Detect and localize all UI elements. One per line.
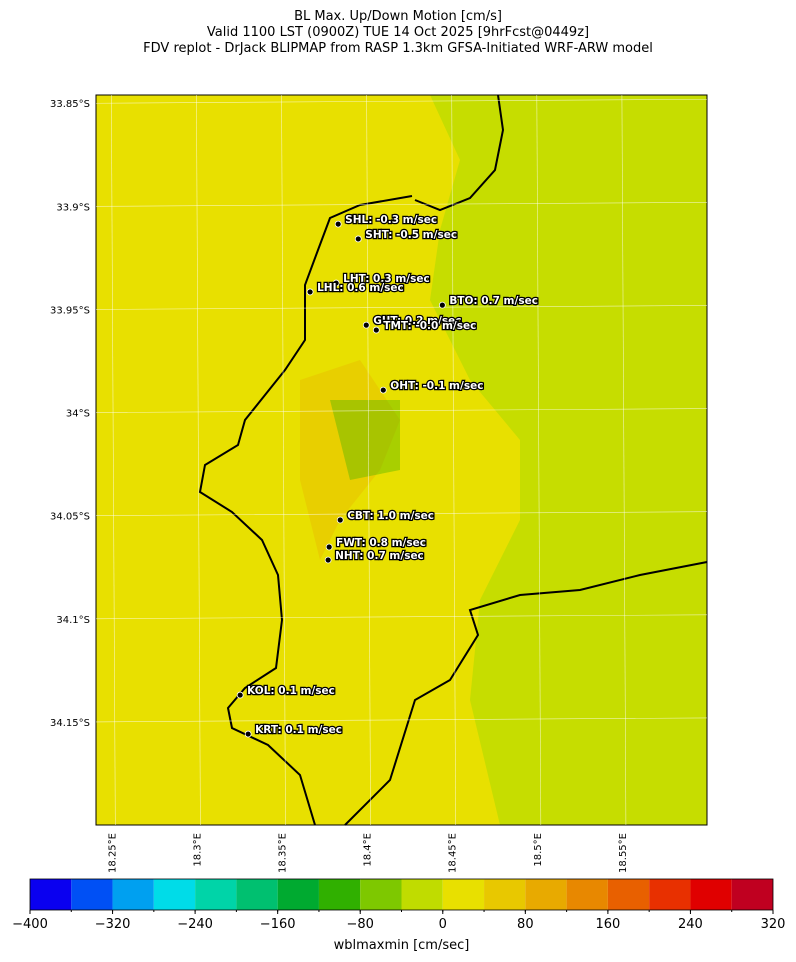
colorbar-tick-label: 320 [761,917,786,932]
graticule [536,94,542,826]
colorbar-cell [690,879,732,910]
station-dot [325,543,333,551]
station-dot [244,730,252,738]
station-label: GUT: 0.2 m/sec [373,315,461,327]
lat-label: 34.1°S [56,615,90,626]
station-label: FWT: 0.8 m/sec [336,537,426,549]
colorbar-cell [566,879,608,910]
map-area [95,94,708,826]
lat-label: 34°S [66,409,90,420]
station-dot [438,301,446,309]
colorbar-tick-label: −240 [177,917,213,932]
colorbar-cell [484,879,526,910]
graticule [95,408,708,413]
lon-label: 18.55°E [618,833,629,873]
graticule [366,94,371,826]
map-frame [95,94,708,826]
coastline [344,561,708,826]
lat-label: 34.15°S [50,718,90,729]
colorbar-cell [360,879,402,910]
colorbar-cell [607,879,650,910]
graticule [95,98,708,104]
lat-label: 33.85°S [50,99,90,110]
title-line: FDV replot - DrJack BLIPMAP from RASP 1.… [143,41,653,56]
colorbar-tick-label: −400 [12,917,48,932]
title-line: BL Max. Up/Down Motion [cm/s] [294,9,502,24]
station-label: NHT: 0.7 m/sec [335,550,424,562]
graticule [111,94,116,826]
colorbar-cell [195,879,237,910]
colorbar-tick-label: −80 [347,917,374,932]
colorbar-label: wblmaxmin [cm/sec] [334,938,470,953]
colorbar-tick-label: 0 [439,917,447,932]
title-line: Valid 1100 LST (0900Z) TUE 14 Oct 2025 [… [207,25,589,40]
colorbar-cell [236,879,278,910]
graticule [451,94,457,826]
colorbar-tick-label: 240 [678,917,703,932]
colorbar-tick-label: 80 [517,917,534,932]
station-dot [324,556,332,564]
colorbar-cell [153,879,196,910]
coastline [414,94,505,212]
station-dot [332,279,340,287]
graticule [95,614,708,620]
graticule [621,94,627,826]
lat-label: 33.9°S [56,202,90,213]
station-dot [354,235,362,243]
colorbar-cell [401,879,443,910]
coastline [198,195,413,826]
colorbar-tick-label: 160 [595,917,620,932]
lon-label: 18.3°E [192,833,203,867]
station-label: KRT: 0.1 m/sec [255,724,342,736]
lon-label: 18.35°E [278,833,289,873]
colorbar-cell [525,879,567,910]
field-patch [330,400,400,480]
lon-label: 18.5°E [533,833,544,867]
colorbar-tick-label: −160 [260,917,296,932]
field-patch [430,95,707,825]
lat-label: 34.05°S [50,512,90,523]
graticule [95,202,708,207]
station-label: OHT: -0.1 m/sec [390,380,483,392]
station-label: LHL: 0.6 m/sec [317,282,404,294]
lon-label: 18.25°E [107,833,118,873]
colorbar-cell [318,879,361,910]
graticule [281,94,286,826]
lon-label: 18.45°E [448,833,459,873]
colorbar-cell [71,879,113,910]
graticule [95,511,708,516]
colorbar-cell [649,879,691,910]
lat-label: 33.95°S [50,305,90,316]
station-label: LHT: 0.3 m/sec [343,273,430,285]
station-dot [236,691,244,699]
station-label: CBT: 1.0 m/sec [347,510,434,522]
colorbar-tick-label: −320 [95,917,131,932]
station-label: KOL: 0.1 m/sec [247,685,335,697]
graticule [95,717,708,723]
station-label: SHT: -0.5 m/sec [365,229,457,241]
station-label: TMT: -0.0 m/sec [383,320,476,332]
graticule [196,94,201,826]
station-dot [372,326,380,334]
colorbar-cell [277,879,319,910]
field-patch [300,360,400,560]
station-dot [362,321,370,329]
station-dot [336,516,344,524]
station-label: BTO: 0.7 m/sec [449,295,538,307]
colorbar-cell [731,879,773,910]
station-dot [379,386,387,394]
station-dot [306,288,314,296]
colorbar-cell [112,879,154,910]
lon-label: 18.4°E [363,833,374,867]
colorbar-cell [30,879,72,910]
colorbar-cell [442,879,485,910]
station-dot [334,220,342,228]
station-label: SHL: -0.3 m/sec [345,214,437,226]
